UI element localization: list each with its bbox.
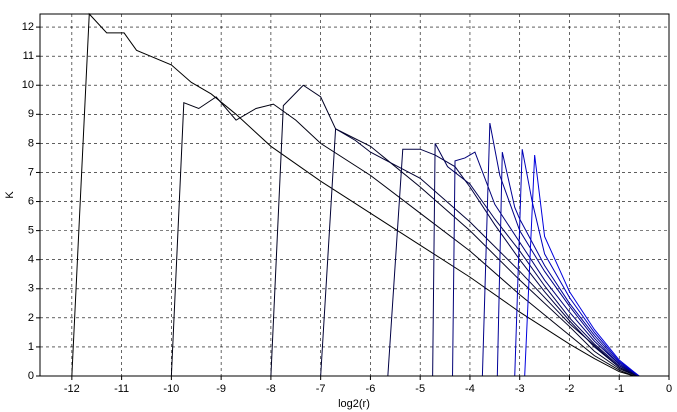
series-line [170, 96, 635, 377]
series-line [71, 12, 635, 377]
series-line [320, 128, 637, 377]
y-tick-label: 7 [28, 166, 34, 178]
x-tick-label: -4 [465, 383, 475, 395]
y-tick-label: 8 [28, 137, 34, 149]
series-line [524, 154, 640, 377]
x-tick-label: -9 [216, 383, 226, 395]
series-line [270, 84, 637, 377]
x-tick-label: -2 [565, 383, 575, 395]
x-tick-label: -8 [266, 383, 276, 395]
y-axis-label: K [4, 191, 16, 199]
series-line [452, 151, 640, 377]
x-tick-label: -1 [614, 383, 624, 395]
x-tick-label: -12 [64, 383, 80, 395]
series-line [387, 148, 640, 377]
x-tick-label: 0 [666, 383, 672, 395]
y-tick-label: 1 [28, 341, 34, 353]
x-tick-label: -6 [366, 383, 376, 395]
y-tick-label: 6 [28, 195, 34, 207]
y-tick-label: 0 [28, 370, 34, 382]
y-tick-label: 2 [28, 312, 34, 324]
series-line [432, 143, 640, 377]
x-tick-label: -10 [163, 383, 179, 395]
plot-border [39, 13, 670, 377]
y-tick-label: 9 [28, 108, 34, 120]
y-tick-label: 4 [28, 254, 34, 266]
y-tick-label: 12 [22, 21, 34, 33]
x-tick-label: -5 [415, 383, 425, 395]
y-tick-label: 10 [22, 79, 34, 91]
series-line [481, 122, 640, 377]
series-line [496, 152, 640, 377]
y-tick-label: 11 [23, 50, 34, 62]
x-tick-label: -11 [114, 383, 129, 395]
y-tick-label: 3 [28, 283, 34, 295]
x-tick-label: -3 [515, 383, 525, 395]
x-tick-label: -7 [316, 383, 326, 395]
series-line [514, 149, 640, 377]
y-tick-label: 5 [28, 225, 34, 237]
x-axis-label: log2(r) [338, 398, 370, 410]
